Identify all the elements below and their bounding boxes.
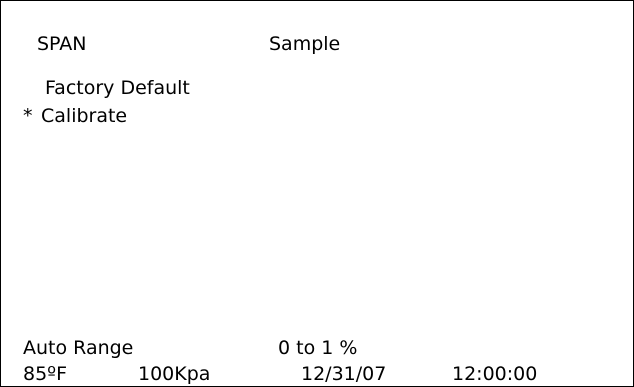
- temperature-readout: 85ºF: [23, 363, 68, 385]
- mode-label: SPAN: [37, 33, 87, 55]
- range-value: 0 to 1 %: [278, 337, 358, 359]
- menu-item-label: Factory Default: [45, 77, 190, 99]
- pressure-readout: 100Kpa: [138, 363, 211, 385]
- menu-item-selected-marker: *: [23, 105, 33, 127]
- gas-label: Sample: [269, 33, 341, 55]
- time-readout: 12:00:00: [452, 363, 538, 385]
- range-mode-label: Auto Range: [23, 337, 134, 359]
- date-readout: 12/31/07: [301, 363, 387, 385]
- menu-item-label: Calibrate: [41, 105, 128, 127]
